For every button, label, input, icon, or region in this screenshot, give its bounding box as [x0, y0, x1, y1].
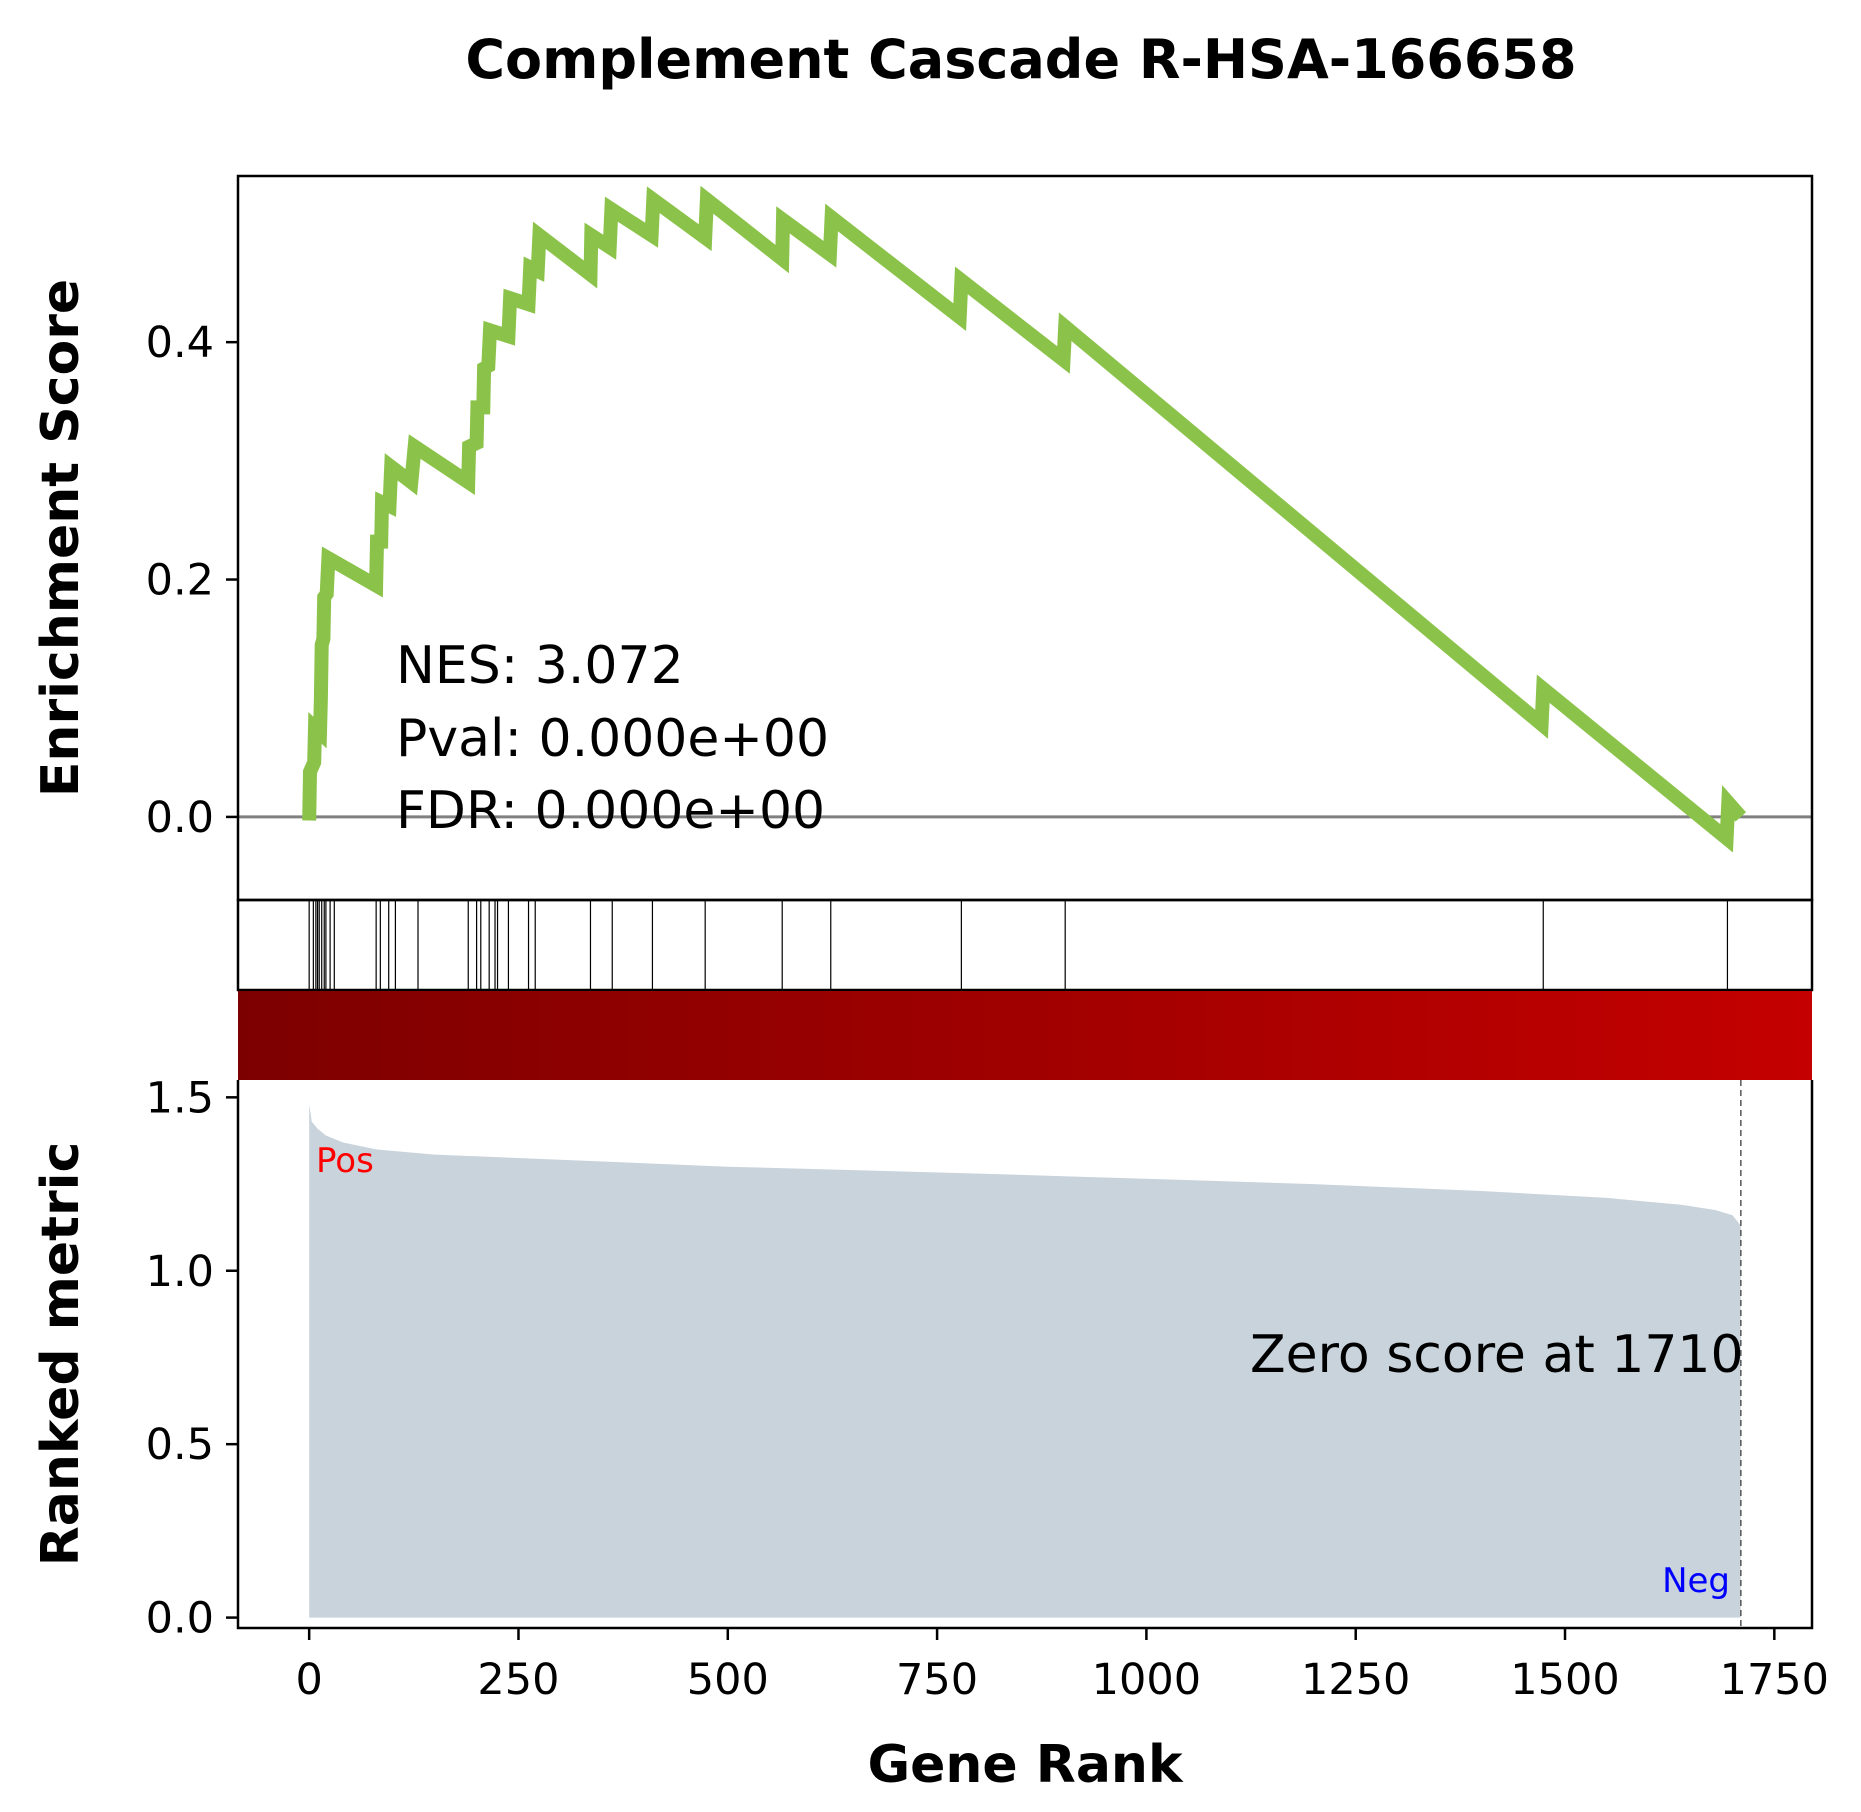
- metric-panel-frame: [236, 1080, 1814, 1630]
- metric-y-tick-label: 0.5: [146, 1420, 214, 1470]
- x-axis-label: Gene Rank: [867, 1735, 1183, 1795]
- stats-block: NES: 3.072 Pval: 0.000e+00 FDR: 0.000e+0…: [396, 636, 829, 841]
- x-tick-label: 500: [687, 1655, 769, 1705]
- es-y-tick-label: 0.4: [146, 318, 214, 368]
- neg-label: Neg: [1662, 1561, 1730, 1601]
- es-y-axis-label: Enrichment Score: [31, 279, 91, 797]
- hit-lines: [308, 900, 1729, 990]
- pos-label: Pos: [316, 1141, 374, 1181]
- x-tick-label: 0: [295, 1655, 322, 1705]
- metric-y-ticks: 0.0 0.5 1.0 1.5: [146, 1073, 238, 1644]
- metric-panel: Pos Neg Zero score at 1710 0.00.51.01.5 …: [31, 1073, 1829, 1795]
- hits-panel: [236, 898, 1814, 992]
- stat-nes: NES: 3.072: [396, 636, 684, 696]
- x-tick-label: 1000: [1092, 1655, 1201, 1705]
- x-ticks: 0 250 500 750 1000 1250 1500 1750: [295, 1628, 1829, 1705]
- es-y-tick-label: 0.0: [146, 793, 214, 843]
- rank-heatmap-bar: [238, 991, 1812, 1080]
- metric-y-tick-label: 1.5: [146, 1073, 214, 1123]
- metric-area: [309, 1104, 1741, 1618]
- zero-score-label: Zero score at 1710: [1250, 1325, 1744, 1385]
- x-tick-label: 250: [477, 1655, 559, 1705]
- es-y-ticks: 0.0 0.2 0.4: [146, 318, 238, 843]
- es-curve: [302, 185, 1747, 853]
- metric-y-tick-label: 0.0: [146, 1594, 214, 1644]
- es-y-tick-label: 0.2: [146, 556, 214, 606]
- stat-pval: Pval: 0.000e+00: [396, 709, 829, 769]
- metric-y-axis-label: Ranked metric: [31, 1142, 91, 1567]
- stat-fdr: FDR: 0.000e+00: [396, 781, 825, 841]
- es-panel: 0.0 0.2 0.4 NES: 3.072 Pval: 0.000e+00 FDR…: [31, 174, 1814, 902]
- x-tick-label: 1250: [1301, 1655, 1410, 1705]
- x-tick-label: 1750: [1720, 1655, 1829, 1705]
- hits-panel-frame: [236, 898, 1814, 992]
- x-tick-label: 750: [896, 1655, 978, 1705]
- metric-y-tick-label: 1.0: [146, 1247, 214, 1297]
- x-tick-label: 1500: [1510, 1655, 1619, 1705]
- chart-title: Complement Cascade R-HSA-166658: [465, 28, 1576, 91]
